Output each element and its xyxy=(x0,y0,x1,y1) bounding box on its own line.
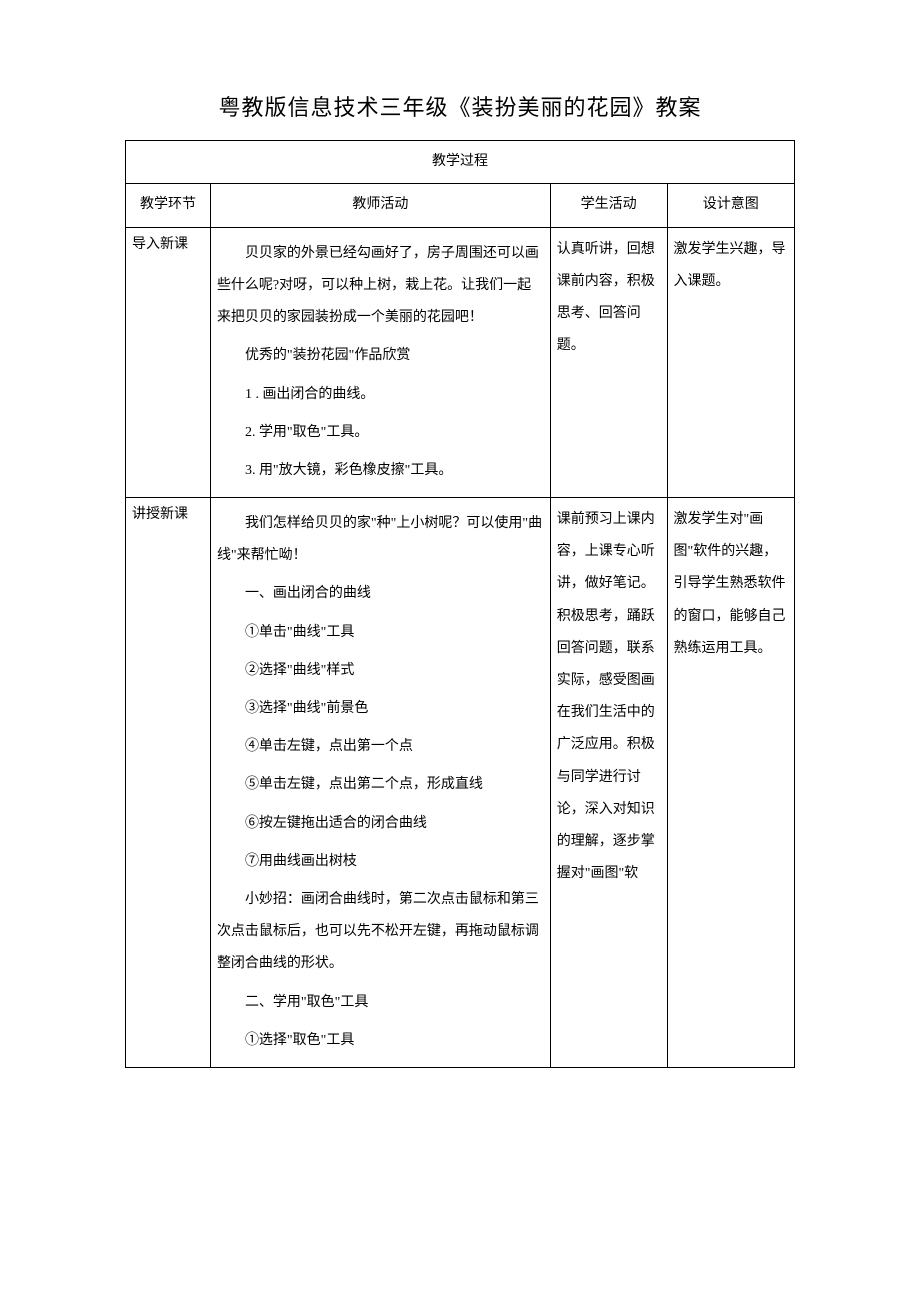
teacher-cell-1: 贝贝家的外景已经勾画好了，房子周围还可以画些什么呢?对呀，可以种上树，栽上花。让… xyxy=(210,227,550,497)
header-student: 学生活动 xyxy=(550,184,667,227)
purpose-cell-2: 激发学生对"画图"软件的兴趣，引导学生熟悉软件的窗口，能够自己熟练运用工具。 xyxy=(667,498,794,1068)
lesson-plan-table: 教学过程 教学环节 教师活动 学生活动 设计意图 导入新课 贝贝家的外景已经勾画… xyxy=(125,140,795,1068)
process-title-cell: 教学过程 xyxy=(126,141,795,184)
teacher-text: ⑦用曲线画出树枝 xyxy=(217,846,544,878)
teacher-text: ①单击"曲线"工具 xyxy=(217,617,544,649)
stage-cell-2: 讲授新课 xyxy=(126,498,211,1068)
teacher-text: 我们怎样给贝贝的家"种"上小树呢？可以使用"曲线"来帮忙呦！ xyxy=(217,508,544,572)
teacher-text: 二、学用"取色"工具 xyxy=(217,987,544,1019)
student-cell-1: 认真听讲，回想课前内容，积极思考、回答问题。 xyxy=(550,227,667,497)
teacher-text: 一、画出闭合的曲线 xyxy=(217,578,544,610)
page-title: 粤教版信息技术三年级《装扮美丽的花园》教案 xyxy=(125,90,795,122)
stage-cell-1: 导入新课 xyxy=(126,227,211,497)
teacher-text: 优秀的"装扮花园"作品欣赏 xyxy=(217,340,544,372)
table-header-row: 教学环节 教师活动 学生活动 设计意图 xyxy=(126,184,795,227)
teacher-text: ②选择"曲线"样式 xyxy=(217,655,544,687)
teacher-text: 3. 用"放大镜，彩色橡皮擦"工具。 xyxy=(217,455,544,487)
teacher-text: ③选择"曲线"前景色 xyxy=(217,693,544,725)
student-cell-2: 课前预习上课内容，上课专心听讲，做好笔记。积极思考，踊跃回答问题，联系实际，感受… xyxy=(550,498,667,1068)
teacher-text: 贝贝家的外景已经勾画好了，房子周围还可以画些什么呢?对呀，可以种上树，栽上花。让… xyxy=(217,238,544,335)
teacher-text: ⑥按左键拖出适合的闭合曲线 xyxy=(217,808,544,840)
teacher-text: 2. 学用"取色"工具。 xyxy=(217,417,544,449)
teacher-text: 小妙招：画闭合曲线时，第二次点击鼠标和第三次点击鼠标后，也可以先不松开左键，再拖… xyxy=(217,884,544,981)
teacher-text: ⑤单击左键，点出第二个点，形成直线 xyxy=(217,769,544,801)
purpose-cell-1: 激发学生兴趣，导入课题。 xyxy=(667,227,794,497)
table-row: 导入新课 贝贝家的外景已经勾画好了，房子周围还可以画些什么呢?对呀，可以种上树，… xyxy=(126,227,795,497)
header-stage: 教学环节 xyxy=(126,184,211,227)
header-teacher: 教师活动 xyxy=(210,184,550,227)
table-row: 讲授新课 我们怎样给贝贝的家"种"上小树呢？可以使用"曲线"来帮忙呦！ 一、画出… xyxy=(126,498,795,1068)
header-purpose: 设计意图 xyxy=(667,184,794,227)
teacher-text: ①选择"取色"工具 xyxy=(217,1025,544,1057)
teacher-text: 1 . 画出闭合的曲线。 xyxy=(217,379,544,411)
teacher-cell-2: 我们怎样给贝贝的家"种"上小树呢？可以使用"曲线"来帮忙呦！ 一、画出闭合的曲线… xyxy=(210,498,550,1068)
teacher-text: ④单击左键，点出第一个点 xyxy=(217,731,544,763)
